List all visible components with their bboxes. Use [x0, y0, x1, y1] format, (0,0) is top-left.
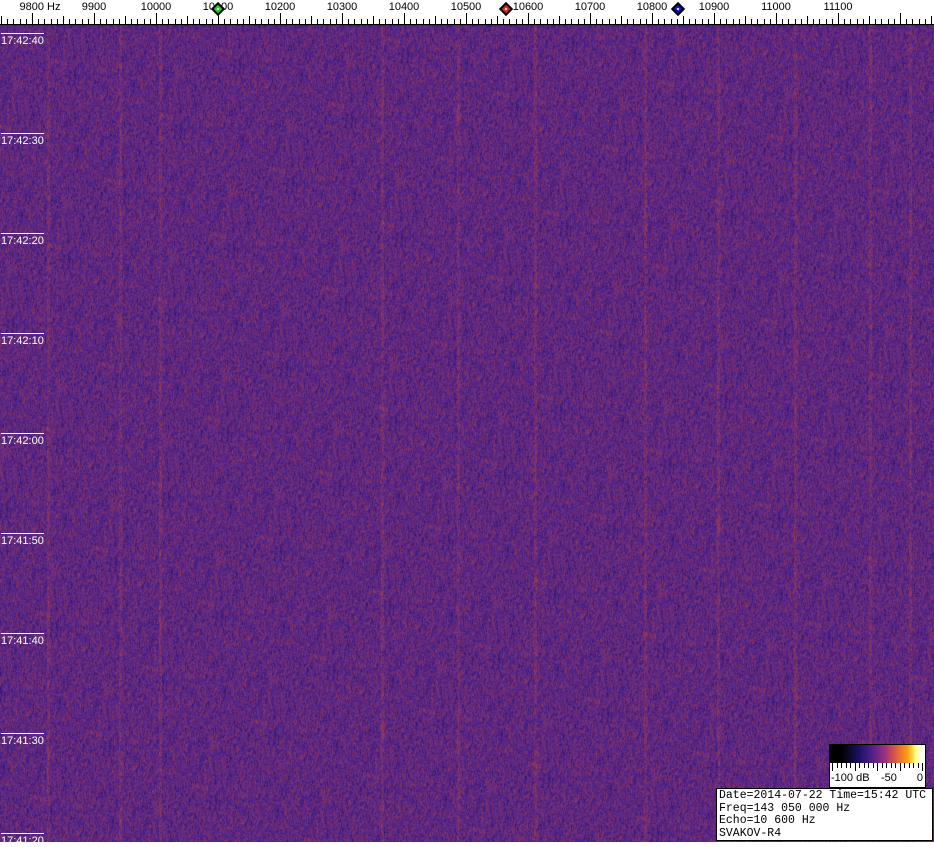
info-box: Date=2014-07-22 Time=15:42 UTC Freq=143 … — [716, 788, 933, 841]
time-label: 17:42:20 — [1, 233, 44, 247]
time-label: 17:41:20 — [1, 833, 44, 847]
frequency-label: 10500 — [450, 1, 482, 13]
frequency-label: 9900 — [81, 1, 107, 13]
frequency-label: 9800 Hz — [19, 1, 61, 13]
time-label: 17:41:30 — [1, 733, 44, 747]
time-label: 17:42:30 — [1, 133, 44, 147]
frequency-label: 10400 — [388, 1, 420, 13]
colorbar-gradient — [830, 745, 925, 763]
info-station: SVAKOV-R4 — [719, 826, 782, 840]
frequency-ticks — [0, 13, 934, 25]
frequency-label: 10800 — [636, 1, 668, 13]
colorbar-label-min: -100 dB — [831, 772, 870, 784]
time-label: 17:42:00 — [1, 433, 44, 447]
time-label: 17:41:50 — [1, 533, 44, 547]
colorbar-label-mid: -50 — [881, 772, 897, 784]
frequency-axis: 9800 Hz990010000101001020010300104001050… — [0, 0, 934, 25]
frequency-label: 11000 — [761, 1, 791, 13]
time-label: 17:42:10 — [1, 333, 44, 347]
frequency-label: 10000 — [140, 1, 172, 13]
frequency-label: 10900 — [698, 1, 730, 13]
colorbar-label-max: 0 — [916, 772, 923, 784]
time-label: 17:41:40 — [1, 633, 44, 647]
frequency-label: 10300 — [326, 1, 358, 13]
frequency-label: 10700 — [574, 1, 606, 13]
colorbar-ticks — [832, 763, 923, 771]
info-echo: Echo=10 600 Hz — [719, 814, 816, 827]
waterfall-spectrogram — [0, 25, 934, 842]
frequency-label: 10200 — [264, 1, 296, 13]
colorbar-legend: -100 dB -50 0 — [829, 744, 926, 788]
time-label: 17:42:40 — [1, 33, 44, 47]
info-date-time: Date=2014-07-22 Time=15:42 UTC — [719, 789, 927, 802]
info-frequency: Freq=143 050 000 Hz — [719, 801, 851, 815]
frequency-label: 11100 — [823, 1, 853, 13]
frequency-label: 10600 — [512, 1, 544, 13]
